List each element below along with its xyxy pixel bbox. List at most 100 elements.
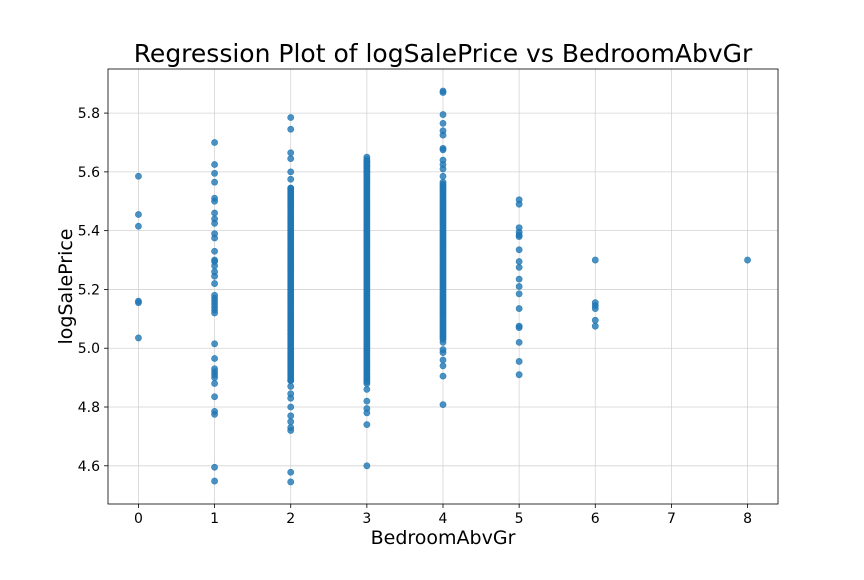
data-point bbox=[439, 362, 447, 370]
data-point bbox=[515, 200, 523, 208]
y-axis-label: logSalePrice bbox=[55, 229, 77, 345]
data-point bbox=[439, 89, 447, 96]
data-point bbox=[211, 219, 218, 227]
data-point bbox=[211, 197, 218, 205]
data-point bbox=[211, 247, 218, 255]
data-point bbox=[287, 155, 295, 163]
y-tick-label: 5.4 bbox=[78, 224, 100, 240]
data-point bbox=[744, 256, 751, 264]
data-point bbox=[211, 477, 218, 485]
data-point bbox=[287, 403, 295, 411]
data-point bbox=[515, 263, 523, 271]
data-point bbox=[287, 149, 295, 157]
data-point bbox=[135, 211, 142, 218]
y-tick-label: 4.6 bbox=[78, 459, 100, 475]
data-point bbox=[515, 290, 523, 298]
data-point bbox=[515, 371, 523, 379]
data-points bbox=[135, 87, 751, 486]
data-point bbox=[211, 309, 218, 317]
data-point bbox=[439, 178, 447, 186]
data-point bbox=[211, 380, 218, 387]
data-point bbox=[211, 209, 218, 217]
data-point bbox=[211, 178, 218, 186]
data-point bbox=[515, 358, 523, 365]
data-point bbox=[439, 338, 447, 346]
data-point bbox=[287, 175, 295, 183]
data-point bbox=[515, 258, 523, 265]
data-point bbox=[363, 421, 371, 429]
chart-title: Regression Plot of logSalePrice vs Bedro… bbox=[134, 39, 753, 68]
data-point bbox=[287, 114, 295, 121]
data-point bbox=[439, 131, 447, 139]
x-tick-label: 2 bbox=[286, 511, 295, 527]
data-point bbox=[515, 246, 523, 254]
data-point bbox=[211, 355, 218, 362]
data-point bbox=[363, 385, 371, 393]
data-point bbox=[211, 139, 218, 146]
data-point bbox=[591, 316, 599, 324]
data-point bbox=[515, 275, 523, 283]
data-point bbox=[211, 262, 218, 270]
axis-ticks: 0 1 2 3 4 5 6 7 8 4.6 4.8 5.0 5.2 5.4 5.6 5.8 bbox=[78, 106, 752, 527]
data-point bbox=[135, 222, 142, 230]
data-point bbox=[287, 478, 295, 486]
x-tick-label: 1 bbox=[210, 511, 219, 527]
data-point bbox=[211, 393, 218, 401]
data-point bbox=[515, 338, 523, 346]
data-point bbox=[439, 401, 447, 409]
data-point bbox=[135, 334, 142, 342]
data-point bbox=[211, 234, 218, 242]
data-point bbox=[591, 256, 599, 264]
data-point bbox=[287, 125, 295, 133]
x-tick-label: 4 bbox=[439, 511, 448, 527]
data-point bbox=[439, 111, 447, 118]
data-point bbox=[439, 372, 447, 380]
x-tick-label: 8 bbox=[743, 511, 752, 527]
x-tick-label: 5 bbox=[515, 511, 524, 527]
data-point bbox=[287, 383, 295, 390]
data-point bbox=[515, 324, 523, 332]
data-point bbox=[211, 374, 218, 382]
data-point bbox=[287, 468, 295, 476]
data-point bbox=[363, 162, 371, 170]
y-tick-label: 5.6 bbox=[78, 165, 100, 181]
data-point bbox=[591, 305, 599, 312]
y-tick-label: 4.8 bbox=[78, 400, 100, 416]
data-point bbox=[515, 283, 523, 290]
data-point bbox=[287, 394, 295, 402]
data-point bbox=[211, 272, 218, 280]
y-tick-label: 5.2 bbox=[78, 282, 100, 298]
x-tick-label: 7 bbox=[667, 511, 676, 527]
data-point bbox=[211, 169, 218, 177]
data-point bbox=[287, 412, 295, 420]
data-point bbox=[439, 349, 447, 357]
x-tick-label: 6 bbox=[591, 511, 600, 527]
data-point bbox=[363, 168, 371, 176]
data-point bbox=[211, 410, 218, 418]
data-point bbox=[211, 463, 218, 471]
data-point bbox=[135, 299, 142, 307]
data-point bbox=[515, 305, 523, 312]
data-point bbox=[211, 280, 218, 287]
data-point bbox=[363, 462, 371, 470]
data-point bbox=[287, 418, 295, 426]
data-point bbox=[135, 172, 142, 180]
data-point bbox=[439, 146, 447, 154]
x-tick-label: 3 bbox=[362, 511, 371, 527]
data-point bbox=[439, 172, 447, 180]
y-tick-label: 5.0 bbox=[78, 341, 100, 357]
data-point bbox=[287, 427, 295, 434]
data-point bbox=[211, 161, 218, 168]
data-point bbox=[211, 340, 218, 348]
data-point bbox=[363, 397, 371, 405]
x-tick-label: 0 bbox=[134, 511, 143, 527]
data-point bbox=[439, 119, 447, 127]
data-point bbox=[287, 168, 295, 176]
data-point bbox=[363, 409, 371, 417]
x-axis-label: BedroomAbvGr bbox=[371, 527, 516, 549]
data-point bbox=[515, 233, 523, 240]
data-point bbox=[287, 184, 295, 192]
data-point bbox=[287, 377, 295, 384]
